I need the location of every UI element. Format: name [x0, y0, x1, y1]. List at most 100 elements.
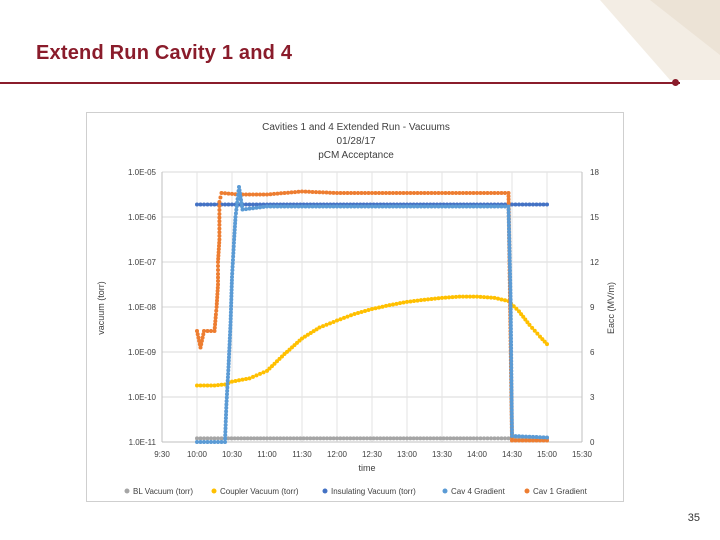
data-point	[489, 191, 493, 195]
data-point	[335, 204, 339, 209]
data-point	[445, 436, 449, 441]
data-point	[408, 436, 413, 441]
data-point	[465, 436, 469, 441]
data-point	[205, 440, 210, 444]
data-point	[198, 345, 203, 350]
data-point	[255, 436, 260, 441]
data-point	[509, 398, 514, 403]
data-point	[387, 191, 392, 195]
data-point	[342, 204, 346, 209]
data-point	[232, 231, 237, 236]
data-point	[519, 312, 524, 317]
data-point	[380, 204, 385, 209]
data-point	[391, 436, 396, 441]
data-point	[228, 332, 232, 337]
data-point	[198, 202, 203, 207]
data-point	[317, 325, 322, 330]
data-point	[230, 264, 235, 269]
data-point	[232, 234, 237, 239]
data-point	[447, 191, 451, 195]
data-point	[247, 202, 252, 207]
data-point	[209, 383, 213, 388]
data-point	[356, 204, 360, 209]
data-point	[235, 436, 240, 441]
data-point	[229, 300, 234, 305]
data-point	[356, 310, 360, 315]
data-point	[385, 436, 389, 441]
data-point	[321, 436, 326, 441]
legend-item: Insulating Vacuum (torr)	[322, 487, 416, 496]
chart-title-line-3: pCM Acceptance	[318, 150, 394, 161]
y-axis-label: vacuum (torr)	[96, 281, 106, 335]
data-point	[381, 436, 386, 441]
legend-label: Insulating Vacuum (torr)	[331, 487, 416, 496]
data-point	[229, 281, 234, 286]
data-point	[338, 436, 343, 441]
data-point	[447, 295, 451, 300]
data-point	[499, 297, 504, 302]
data-point	[196, 335, 201, 340]
data-point	[508, 333, 513, 338]
data-point	[435, 436, 439, 441]
data-point	[235, 200, 240, 205]
data-point	[216, 272, 220, 276]
data-point	[384, 191, 388, 195]
data-point	[335, 436, 339, 441]
data-point	[228, 316, 233, 321]
data-point	[509, 372, 514, 377]
data-point	[541, 435, 546, 440]
data-point	[303, 204, 308, 209]
data-point	[335, 191, 339, 195]
data-point	[496, 296, 500, 301]
data-point	[275, 359, 279, 364]
data-point	[530, 325, 535, 330]
data-point	[510, 438, 514, 443]
legend-marker	[211, 488, 217, 494]
data-point	[296, 204, 301, 209]
data-point	[325, 436, 329, 441]
data-point	[311, 436, 316, 441]
data-point	[209, 440, 213, 444]
data-point	[507, 242, 512, 247]
data-point	[223, 433, 228, 438]
data-point	[509, 414, 514, 419]
data-point	[509, 382, 514, 386]
data-point	[514, 306, 519, 311]
data-point	[254, 192, 259, 197]
data-point	[298, 436, 303, 441]
data-point	[426, 191, 430, 195]
data-point	[272, 361, 277, 366]
data-point	[197, 338, 202, 343]
data-point	[235, 197, 240, 201]
y-tick-label: 1.0E-05	[128, 168, 157, 177]
data-point	[198, 440, 203, 444]
data-point	[426, 297, 430, 302]
series-cav-4-gradient	[195, 185, 549, 444]
data-point	[226, 361, 231, 366]
data-point	[219, 436, 224, 441]
data-point	[534, 438, 539, 443]
data-point	[421, 436, 426, 441]
data-point	[352, 191, 357, 195]
data-point	[408, 299, 413, 304]
data-point	[509, 349, 514, 354]
data-point	[228, 313, 233, 318]
y2-axis-label: Eacc (MV/m)	[606, 282, 616, 334]
data-point	[419, 204, 423, 209]
data-point	[212, 329, 217, 333]
data-point	[545, 438, 549, 443]
data-point	[370, 191, 374, 195]
data-point	[231, 240, 236, 245]
legend-item: Coupler Vacuum (torr)	[211, 487, 299, 496]
data-point	[228, 323, 233, 328]
data-point	[506, 194, 511, 199]
data-point	[509, 385, 514, 390]
data-point	[258, 202, 262, 207]
data-point	[489, 295, 493, 300]
data-point	[216, 436, 220, 441]
data-point	[401, 204, 406, 209]
data-point	[240, 377, 245, 382]
data-point	[258, 436, 263, 441]
data-point	[507, 262, 512, 267]
data-point	[217, 215, 222, 220]
